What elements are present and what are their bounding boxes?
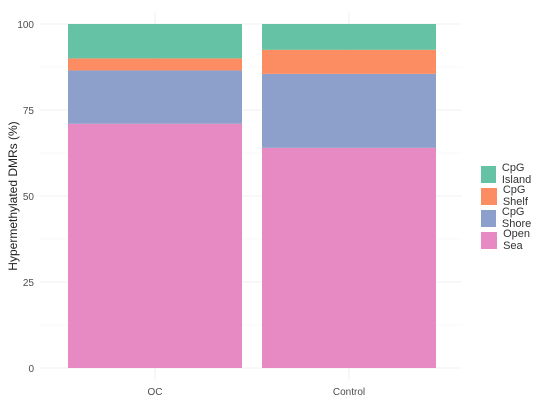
y-tick-label: 0 bbox=[28, 364, 34, 375]
y-tick-label: 100 bbox=[17, 20, 34, 31]
legend-swatch bbox=[481, 209, 496, 227]
legend-swatch bbox=[481, 231, 498, 249]
bar-oc-open-sea bbox=[68, 123, 242, 368]
bar-control-cpg-shore bbox=[262, 73, 436, 148]
legend-swatch bbox=[481, 187, 497, 205]
y-tick-label: 75 bbox=[23, 106, 35, 117]
x-tick-label: Control bbox=[333, 387, 365, 398]
bar-control-cpg-island bbox=[262, 24, 436, 50]
bar-oc-cpg-shelf bbox=[68, 58, 242, 71]
bar-oc-cpg-island bbox=[68, 24, 242, 59]
legend-label: CpG Shore bbox=[501, 206, 532, 230]
legend: CpG Island CpG Shelf CpG Shore Open Sea bbox=[481, 162, 550, 252]
y-tick-label: 25 bbox=[23, 278, 35, 289]
x-tick-label: OC bbox=[148, 387, 163, 398]
legend-label: Open Sea bbox=[503, 228, 531, 252]
bar-oc-cpg-shore bbox=[68, 70, 242, 124]
legend-item-cpg-island: CpG Island bbox=[481, 162, 550, 186]
y-axis-label: Hypermethylated DMRs (%) bbox=[6, 121, 20, 270]
legend-item-cpg-shore: CpG Shore bbox=[481, 206, 550, 230]
bars bbox=[68, 24, 436, 368]
y-tick-labels: 0 25 50 75 100 bbox=[17, 20, 34, 375]
legend-label: CpG Shelf bbox=[502, 184, 528, 208]
y-tick-label: 50 bbox=[23, 192, 35, 203]
legend-item-cpg-shelf: CpG Shelf bbox=[481, 184, 550, 208]
bar-control-cpg-shelf bbox=[262, 49, 436, 74]
legend-swatch bbox=[481, 165, 496, 183]
bar-control-open-sea bbox=[262, 147, 436, 368]
legend-label: CpG Island bbox=[501, 162, 532, 186]
x-tick-labels: OC Control bbox=[148, 387, 366, 398]
legend-item-open-sea: Open Sea bbox=[481, 228, 550, 252]
